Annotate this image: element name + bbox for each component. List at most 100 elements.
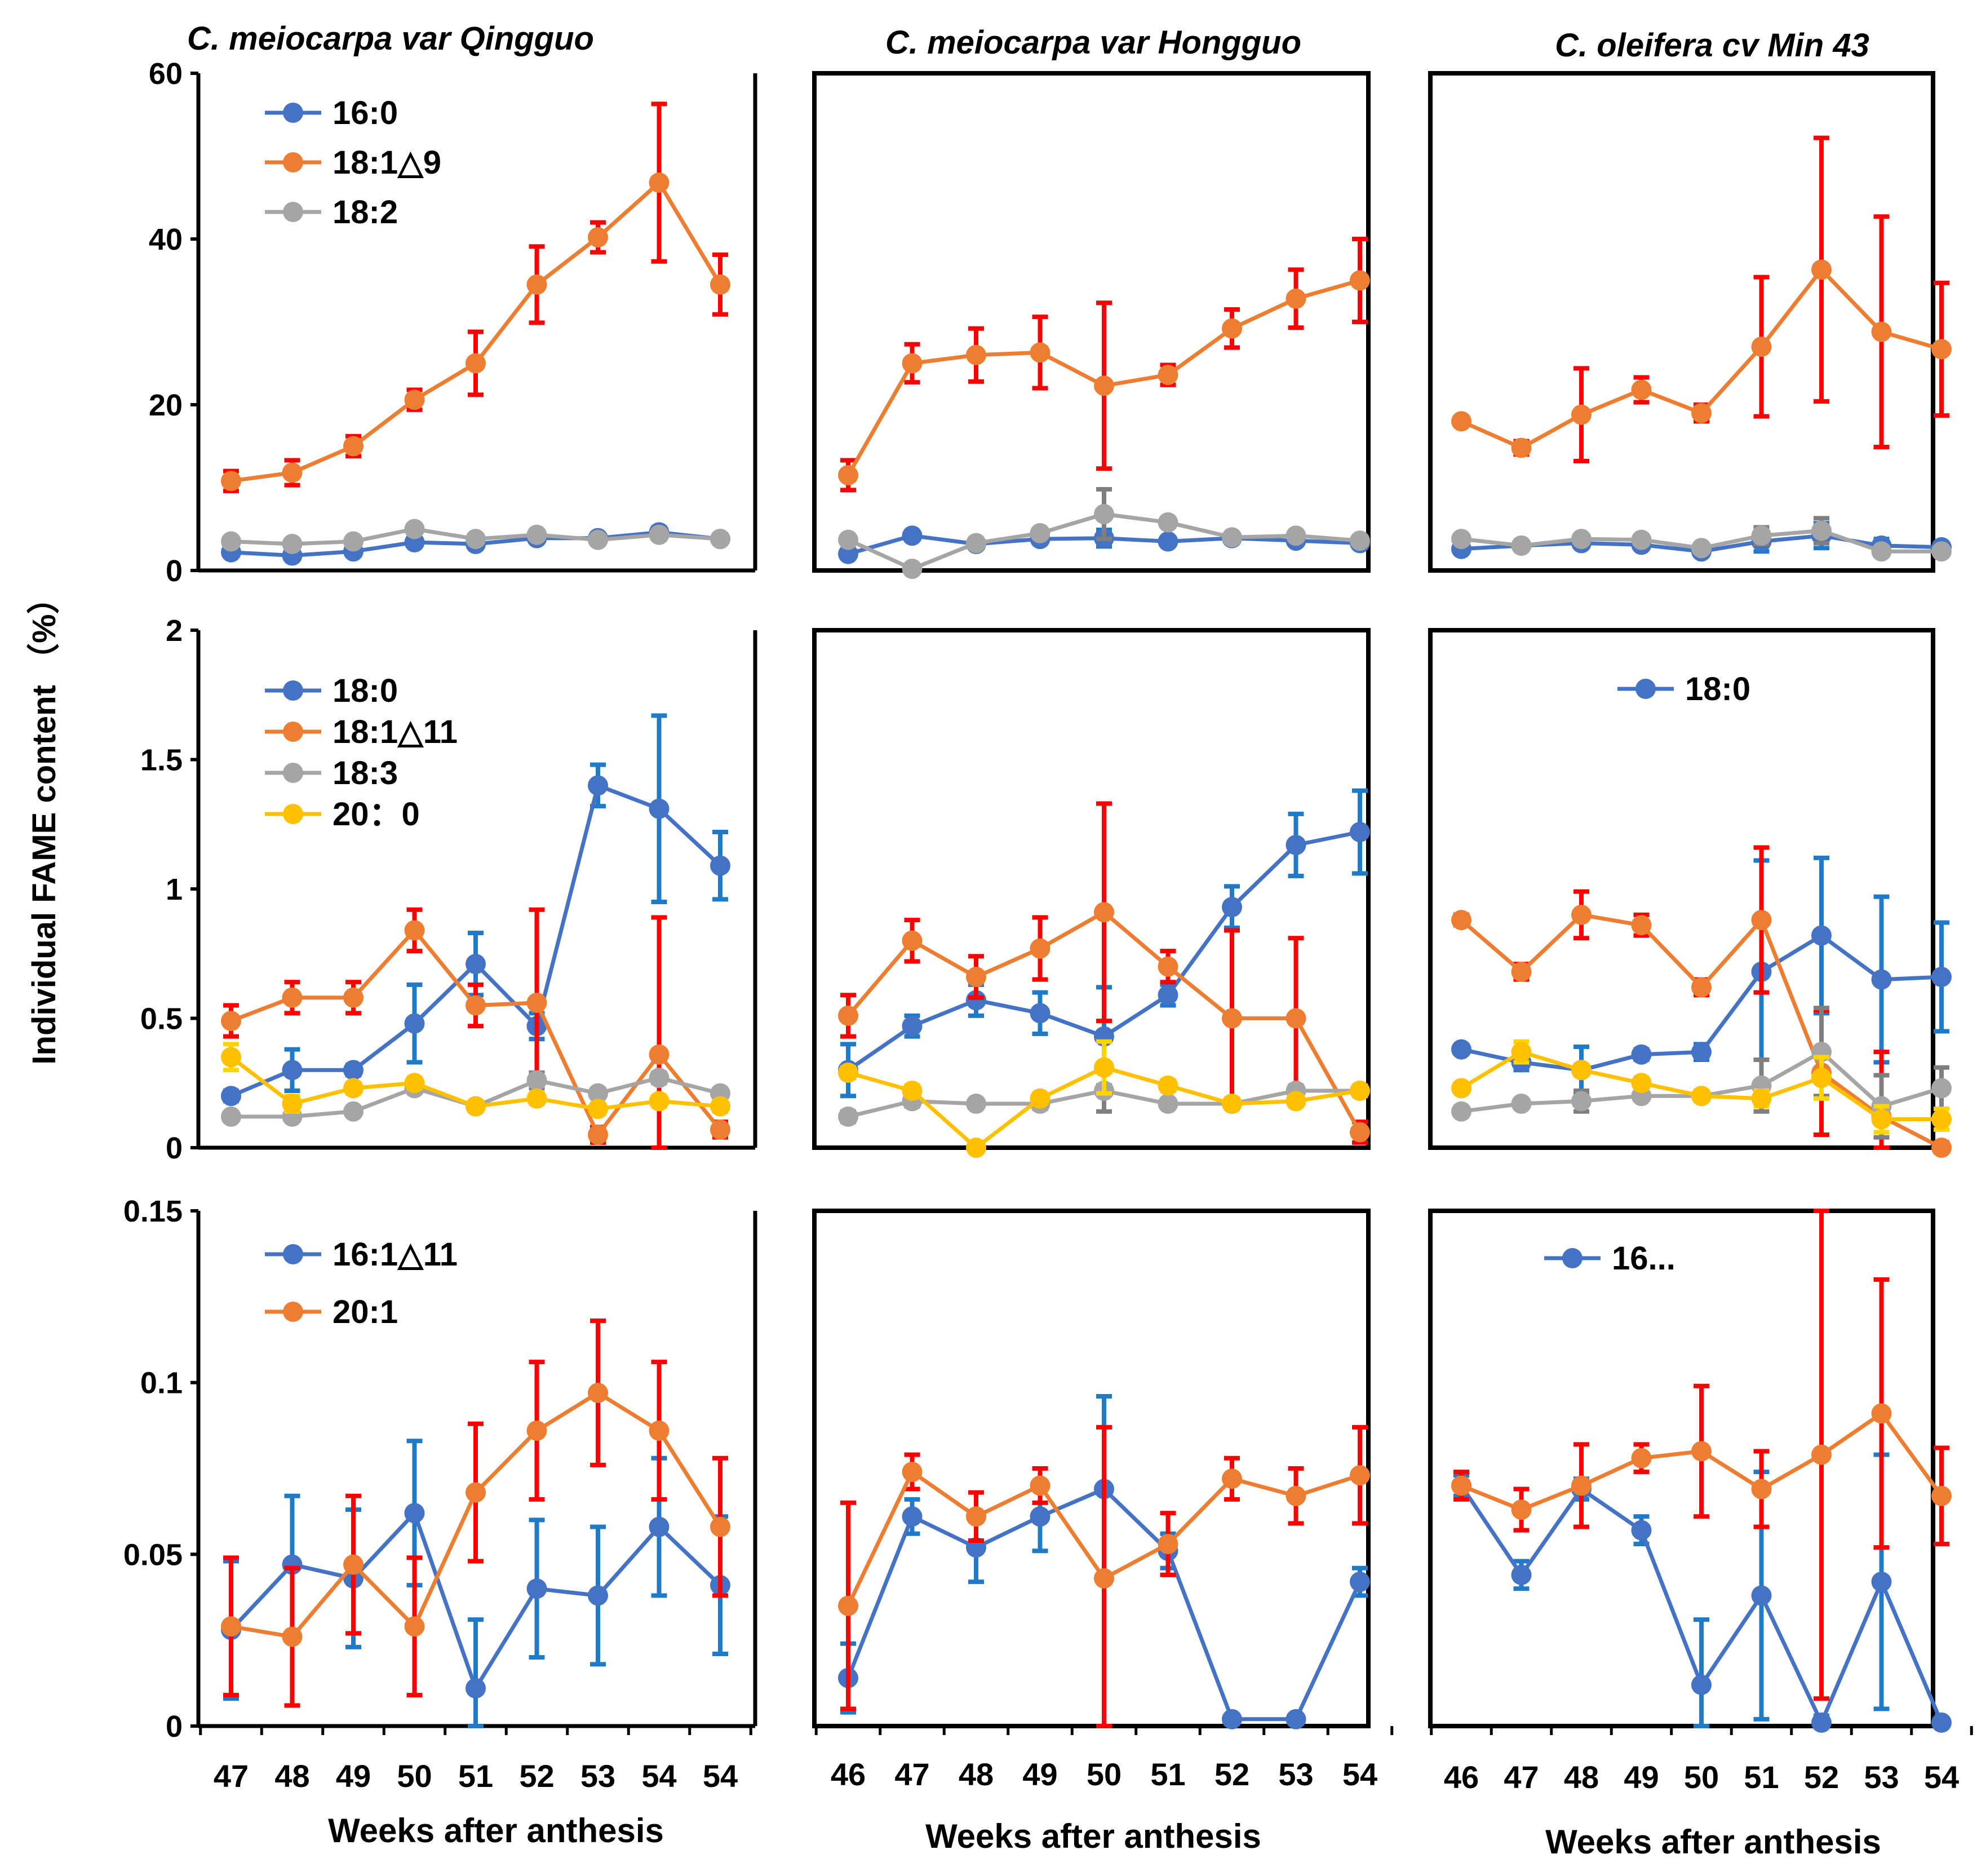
- panel-r2-c2-point: [1158, 985, 1178, 1006]
- panel-r2-c2-series-18:0: [838, 788, 1370, 1099]
- panel-r2-c1-point: [343, 1101, 364, 1122]
- panel-r1-c2-frame: [812, 71, 1371, 573]
- panel-r2-c3-point: [1931, 1078, 1952, 1099]
- panel-r1-c3-point: [1811, 259, 1832, 280]
- panel-r1-c1-legend-label: 16:0: [333, 95, 398, 131]
- panel-r1-c1-point: [588, 529, 608, 550]
- panel-r2-c3-point: [1691, 1086, 1712, 1107]
- panel-r2-c1-y-tick-label: 1.5: [140, 744, 183, 777]
- panel-r2-c1-point: [588, 1099, 608, 1120]
- panel-r2-c1-legend: 18:0 18:1△11 18:3 20：0: [265, 672, 458, 833]
- panel-r1-c1-y-tick-label: 60: [149, 57, 183, 91]
- panel-r1-c1-point: [466, 529, 486, 550]
- panel-r1-c1-legend-swatch-marker: [283, 152, 303, 172]
- panel-r3-c3-legend-swatch-marker: [1562, 1248, 1583, 1268]
- panel-r2-c1-point: [526, 1088, 547, 1109]
- panel-r1-c1-legend-swatch-marker: [283, 202, 303, 222]
- panel-r3-c2-x-tick-label: 47: [894, 1756, 929, 1792]
- panel-r1-c3-point: [1871, 541, 1892, 562]
- panel-r2-c3-point: [1571, 1060, 1592, 1081]
- panel-r2-c3-point: [1811, 925, 1832, 946]
- panel-r2-c2-point: [902, 1081, 923, 1101]
- panel-r2-c1-point: [282, 1093, 303, 1114]
- panel-r2-c2-point: [902, 1016, 923, 1037]
- panel-r2-c1-series-20：0: [221, 1042, 730, 1120]
- panel-r3-c1: 0 0.05 0.1 0.15 47 48 49 50 51 52 53 54 54 16:1△11 20:…: [123, 1194, 757, 1794]
- panel-r2-c3-point: [1751, 910, 1772, 931]
- panel-r1-c1-point: [710, 274, 730, 295]
- panel-r1-c3-point: [1451, 529, 1471, 550]
- panel-r3-c2-point: [1350, 1572, 1370, 1592]
- panel-r3-c1-legend-swatch-marker: [283, 1302, 303, 1322]
- panel-r3-c2-point: [1030, 1475, 1050, 1496]
- column-title-1: C. meiocarpa var Qingguo: [187, 20, 594, 57]
- panel-r2-c2-point: [1094, 1057, 1114, 1078]
- panel-r3-c3-point: [1811, 1712, 1832, 1733]
- panel-r1-c1-point: [404, 390, 425, 410]
- panel-r3-c1-x-tick-label: 49: [336, 1758, 371, 1794]
- panel-r1-c2-point: [1094, 504, 1114, 525]
- panel-r2-c2-point: [902, 930, 923, 951]
- panel-r2-c2-point: [966, 967, 986, 988]
- panel-r3-c2-point: [1094, 1568, 1114, 1589]
- panel-r3-c3-point: [1811, 1444, 1832, 1465]
- panel-r3-c1-x-tick-label: 54: [703, 1758, 738, 1794]
- panel-r2-c2-point: [1350, 822, 1370, 843]
- panel-r3-c2-frame: [812, 1209, 1371, 1728]
- panel-r2-c1-point: [526, 1070, 547, 1091]
- panel-r3-c3-legend-label: 16...: [1612, 1240, 1675, 1277]
- panel-r3-c1-point: [343, 1554, 364, 1575]
- panel-r2-c1-legend-swatch-marker: [283, 763, 303, 783]
- panel-r1-c1-point: [221, 531, 241, 552]
- panel-r1-c2-point: [1030, 523, 1050, 543]
- panel-r1-c1-point: [526, 524, 547, 545]
- panel-r3-c1-series-20:1: [221, 1318, 730, 1708]
- panel-r2-c1-legend-swatch-marker: [283, 680, 303, 701]
- panel-r3-c1-point: [466, 1482, 486, 1503]
- panel-r1-c3-point: [1511, 535, 1532, 556]
- panel-r2-c2-series-18:1△11: [838, 801, 1370, 1145]
- panel-r3-c2-point: [1158, 1534, 1178, 1555]
- panel-r1-c3-point: [1871, 321, 1892, 342]
- panel-r1-c2-point: [1222, 318, 1242, 339]
- panel-r3-c3-point: [1451, 1475, 1471, 1496]
- panel-r1-c1-legend-swatch-marker: [283, 103, 303, 123]
- panel-r3-c1-legend: 16:1△11 20:1: [265, 1236, 458, 1330]
- panel-r2-c3-series-20：0: [1451, 1039, 1952, 1135]
- panel-r3-c1-legend-label: 20:1: [333, 1294, 398, 1330]
- panel-r2-c1-series-18:1△11: [221, 907, 730, 1150]
- panel-r3-c3-point: [1691, 1674, 1712, 1695]
- panel-r1-c1-point: [526, 274, 547, 295]
- panel-r3-c3-point: [1571, 1475, 1592, 1496]
- panel-r2-c1-point: [404, 1013, 425, 1034]
- x-axis-title-2: Weeks after anthesis: [925, 1817, 1261, 1855]
- panel-r2-c3-frame: [1428, 628, 1935, 1150]
- panel-r2-c1-point: [649, 798, 670, 819]
- panel-r2-c2-point: [1350, 1081, 1370, 1101]
- panel-r2-c2-point: [1286, 834, 1306, 855]
- panel-r3-c1-point: [404, 1503, 425, 1524]
- x-axis-title-1: Weeks after anthesis: [328, 1812, 664, 1850]
- panel-r1-c1-legend-label: 18:2: [333, 194, 398, 231]
- panel-r1-c3-point: [1571, 529, 1592, 550]
- panel-r2-c1-point: [466, 954, 486, 975]
- panel-r3-c3-point: [1751, 1585, 1772, 1606]
- panel-r1-c1-point: [466, 353, 486, 374]
- panel-r1-c3-point: [1691, 402, 1712, 423]
- panel-r2-c3-point: [1811, 1068, 1832, 1089]
- panel-r3-c1-point: [466, 1678, 486, 1698]
- panel-r2-c1-y-tick-label: 1: [166, 873, 183, 906]
- panel-r1-c2-point: [1158, 531, 1178, 552]
- panel-r3-c1-x-tick-label: 51: [458, 1758, 493, 1794]
- panel-r3-c1-point: [221, 1616, 241, 1637]
- panel-r3-c3-frame: [1428, 1209, 1935, 1728]
- panel-r2-c1-point: [221, 1011, 241, 1032]
- panel-r2-c1-point: [649, 1044, 670, 1065]
- panel-r3-c2-x-tick-label: 52: [1214, 1756, 1249, 1792]
- panel-r1-c3-series-18:2: [1451, 516, 1952, 562]
- panel-r2-c1: 0 0.5 1 1.5 2 18:0 18:1△11 18:3 20：0: [140, 614, 757, 1165]
- panel-r2-c1-y-tick-label: 2: [166, 614, 183, 648]
- panel-r2-c3: 18:0: [1428, 628, 1952, 1158]
- panel-r1-c2-point: [966, 344, 986, 365]
- panel-r3-c3-x-tick-label: 48: [1564, 1759, 1599, 1795]
